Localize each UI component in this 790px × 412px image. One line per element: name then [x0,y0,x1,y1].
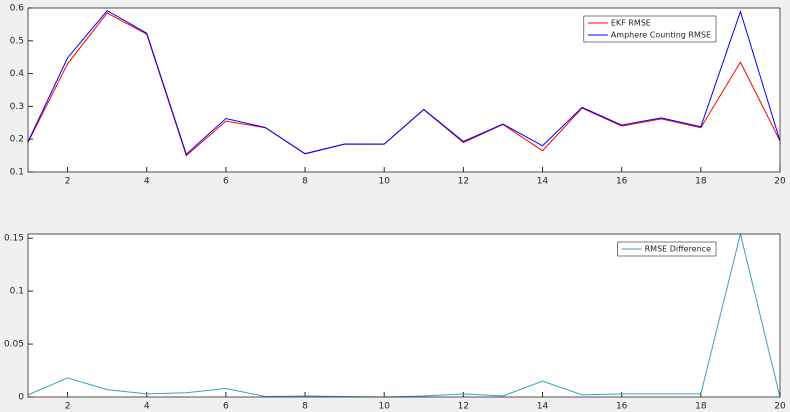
x-tick-label: 12 [458,402,469,412]
x-tick-label: 8 [302,402,308,412]
legend-box [583,15,717,43]
legend-label: RMSE Difference [645,245,711,254]
plot-area [28,234,780,397]
x-tick-label: 14 [537,177,549,187]
x-tick-label: 12 [458,177,469,187]
y-tick-label: 0 [18,393,24,403]
y-tick-label: 0.2 [10,135,24,145]
y-tick-label: 0.1 [10,168,24,178]
x-tick-label: 4 [144,402,150,412]
axes-frame [27,7,781,173]
x-tick-label: 8 [302,177,308,187]
y-tick-label: 0.6 [10,4,25,14]
x-tick-label: 16 [616,402,628,412]
x-tick-label: 18 [695,177,707,187]
y-tick-label: 0.3 [10,102,24,112]
x-tick-label: 2 [65,402,71,412]
legend-label: Amphere Counting RMSE [611,31,711,40]
legend: RMSE Difference [617,241,717,257]
legend: EKF RMSE Amphere Counting RMSE [583,15,717,43]
y-tick-label: 0.15 [4,234,24,244]
y-tick-label: 0.05 [4,340,24,350]
y-tick-label: 0.4 [10,69,25,79]
x-tick-label: 18 [695,402,707,412]
y-tick-label: 0.5 [10,36,24,46]
x-tick-label: 20 [774,177,786,187]
x-tick-label: 14 [537,402,549,412]
axes: 2 4 6 8 10 12 14 16 18 20 0 0.05 0.1 0.15 RMSE Differe… [4,233,786,412]
x-tick-label: 20 [774,402,786,412]
x-tick-label: 6 [223,402,229,412]
x-tick-label: 2 [65,177,71,187]
axes: 2 4 6 8 10 12 14 16 18 20 0.1 0.2 0.3 0.4 0.5 0.6 EKF RM… [10,4,786,187]
legend-box [617,241,717,257]
x-tick-label: 4 [144,177,150,187]
x-tick-label: 10 [378,402,390,412]
x-tick-label: 16 [616,177,628,187]
data-line [27,9,781,156]
legend-label: EKF RMSE [611,19,651,28]
y-tick-label: 0.1 [10,287,24,297]
data-line [27,233,781,398]
x-tick-label: 10 [378,177,390,187]
axes-frame [27,233,781,398]
x-tick-label: 6 [223,177,229,187]
